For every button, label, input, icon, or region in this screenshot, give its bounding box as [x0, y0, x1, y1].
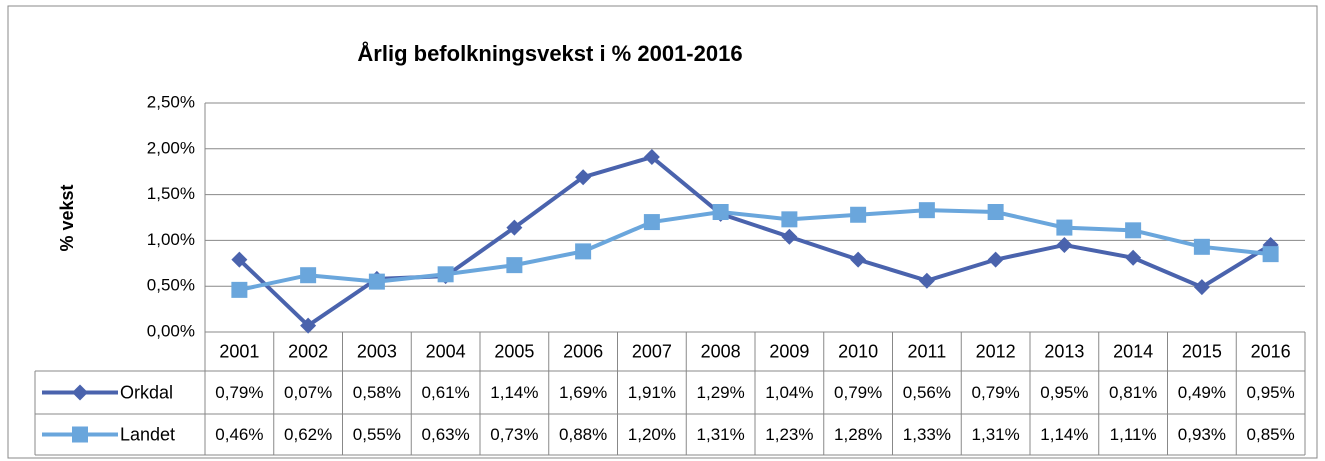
point	[1125, 249, 1142, 266]
data-label: 1,23%	[765, 425, 813, 444]
data-label: 0,95%	[1040, 383, 1088, 402]
point	[1125, 222, 1142, 239]
data-label: 1,14%	[490, 383, 538, 402]
x-tick-label: 2001	[219, 341, 259, 361]
data-label: 0,73%	[490, 425, 538, 444]
point	[850, 206, 867, 223]
x-tick-label: 2007	[632, 341, 672, 361]
data-label: 1,91%	[628, 383, 676, 402]
x-tick-label: 2002	[288, 341, 328, 361]
data-label: 0,85%	[1247, 425, 1295, 444]
x-tick-label: 2013	[1044, 341, 1084, 361]
series-line	[238, 208, 1271, 292]
point	[1193, 238, 1210, 255]
x-tick-label: 2014	[1113, 341, 1153, 361]
point	[231, 251, 248, 268]
legend-marker	[72, 384, 88, 401]
data-label: 0,56%	[903, 383, 951, 402]
x-tick-label: 2012	[976, 341, 1016, 361]
point	[850, 251, 867, 268]
point	[506, 219, 523, 236]
x-tick-label: 2006	[563, 341, 603, 361]
data-label: 0,61%	[422, 383, 470, 402]
data-label: 0,55%	[353, 425, 401, 444]
point	[231, 281, 248, 298]
data-label: 0,46%	[215, 425, 263, 444]
point	[987, 204, 1004, 221]
point	[437, 266, 454, 283]
x-tick-label: 2008	[701, 341, 741, 361]
data-label: 0,62%	[284, 425, 332, 444]
data-label: 0,93%	[1178, 425, 1226, 444]
data-label: 1,11%	[1110, 425, 1157, 444]
point	[575, 169, 592, 186]
data-label: 1,28%	[834, 425, 882, 444]
data-label: 0,79%	[215, 383, 263, 402]
x-tick-label: 2016	[1251, 341, 1291, 361]
data-label: 1,33%	[903, 425, 951, 444]
y-tick-label: 0,00%	[147, 321, 195, 340]
data-label: 0,88%	[559, 425, 607, 444]
x-tick-label: 2010	[838, 341, 878, 361]
y-axis-label: % vekst	[57, 184, 77, 251]
data-label: 1,69%	[559, 383, 607, 402]
y-tick-label: 2,50%	[147, 92, 195, 111]
x-tick-label: 2015	[1182, 341, 1222, 361]
data-label: 1,04%	[765, 383, 813, 402]
x-tick-label: 2005	[494, 341, 534, 361]
point	[918, 272, 935, 289]
data-label: 1,31%	[697, 425, 745, 444]
x-tick-label: 2009	[769, 341, 809, 361]
point	[506, 257, 523, 274]
data-label: 1,31%	[972, 425, 1020, 444]
data-label: 1,20%	[628, 425, 676, 444]
data-label: 0,63%	[422, 425, 470, 444]
point	[918, 202, 935, 219]
data-label: 1,29%	[697, 383, 745, 402]
point	[368, 273, 385, 290]
data-label: 0,79%	[972, 383, 1020, 402]
data-label: 1,14%	[1040, 425, 1088, 444]
point	[575, 243, 592, 260]
data-label: 0,58%	[353, 383, 401, 402]
chart-title: Årlig befolkningsvekst i % 2001-2016	[357, 40, 742, 66]
x-tick-label: 2011	[908, 341, 947, 361]
x-tick-label: 2004	[426, 341, 466, 361]
legend-label: Orkdal	[120, 382, 173, 402]
point	[712, 204, 729, 221]
y-tick-label: 2,00%	[147, 138, 195, 157]
point	[1262, 246, 1279, 263]
point	[1193, 279, 1210, 296]
x-tick-label: 2003	[357, 341, 397, 361]
point	[1056, 236, 1073, 253]
data-label: 0,95%	[1247, 383, 1295, 402]
point	[781, 228, 798, 245]
legend-label: Landet	[120, 424, 175, 444]
y-tick-label: 1,00%	[147, 230, 195, 249]
legend-marker	[72, 426, 88, 443]
point	[643, 149, 660, 166]
data-label: 0,79%	[834, 383, 882, 402]
data-label: 0,49%	[1178, 383, 1226, 402]
point	[1056, 219, 1073, 236]
point	[300, 267, 317, 284]
data-label: 0,07%	[284, 383, 332, 402]
point	[781, 211, 798, 228]
point	[300, 317, 317, 334]
y-tick-label: 0,50%	[147, 276, 195, 295]
data-label: 0,81%	[1109, 383, 1157, 402]
point	[643, 214, 660, 231]
y-tick-label: 1,50%	[147, 184, 195, 203]
point	[987, 251, 1004, 268]
